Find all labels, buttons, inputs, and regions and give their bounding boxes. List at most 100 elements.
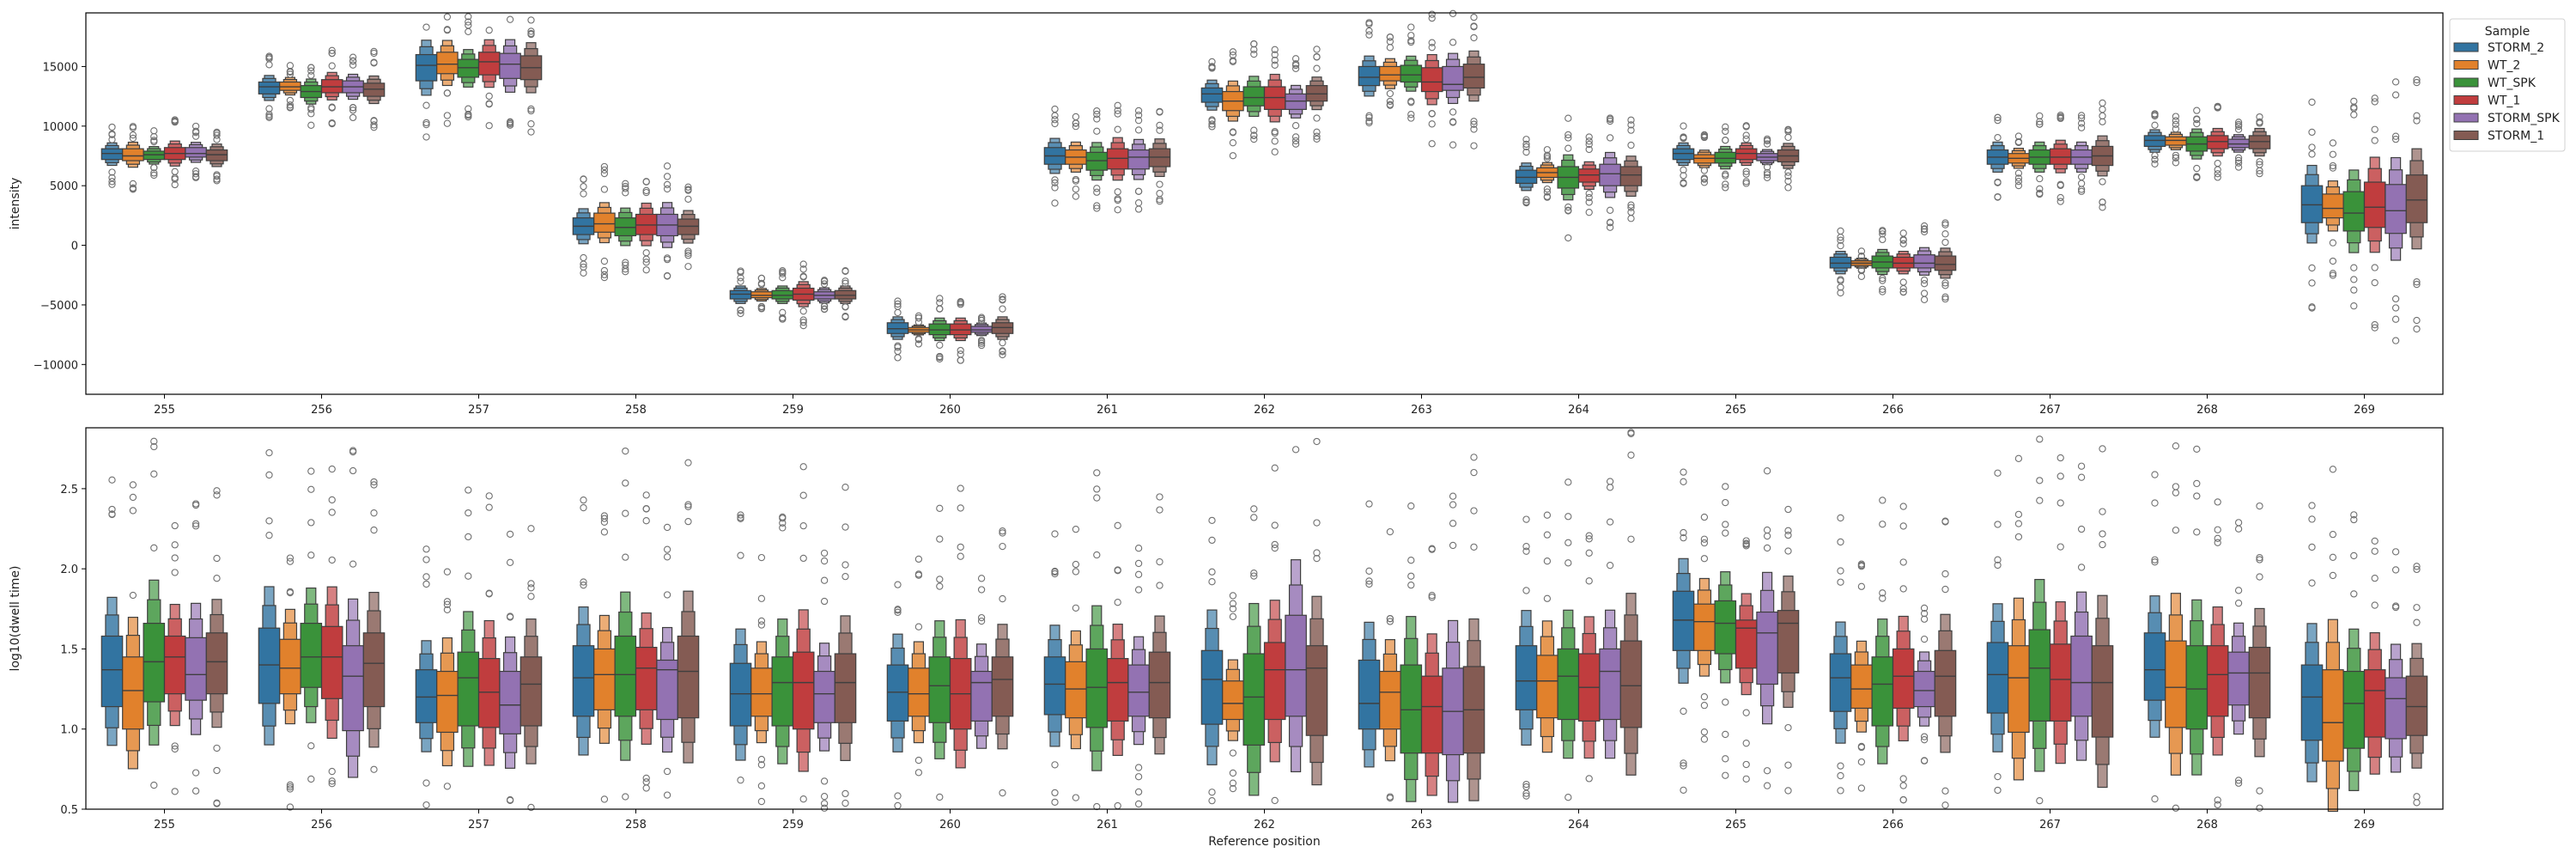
- outlier-point: [1722, 730, 1729, 739]
- outlier-point: [2329, 271, 2337, 279]
- outlier-point: [2099, 112, 2106, 120]
- outlier-point: [622, 447, 629, 455]
- outlier-point: [1134, 117, 1143, 125]
- outlier-point: [443, 783, 452, 790]
- outlier-point: [1763, 163, 1771, 171]
- outlier-point: [1250, 46, 1258, 53]
- outlier-point: [1093, 802, 1101, 811]
- outlier-point: [1722, 170, 1729, 178]
- outlier-point: [2172, 804, 2180, 812]
- outlier-point: [1313, 135, 1321, 143]
- outlier-point: [1365, 567, 1373, 575]
- boxen-STORM_SPK-269: [2385, 548, 2407, 773]
- outlier-point: [465, 105, 472, 113]
- outlier-point: [171, 180, 179, 189]
- outlier-point: [684, 183, 692, 191]
- boxen-STORM_1-266: [1934, 219, 1957, 303]
- outlier-point: [465, 13, 472, 21]
- outlier-point: [1093, 107, 1101, 115]
- outlier-point: [757, 594, 766, 602]
- outlier-point: [2413, 618, 2421, 626]
- outlier-point: [600, 266, 609, 275]
- outlier-point: [977, 575, 986, 582]
- outlier-point: [1449, 492, 1457, 500]
- outlier-point: [936, 299, 944, 307]
- outlier-point: [999, 542, 1006, 551]
- boxen-WT_1-256: [320, 46, 343, 128]
- outlier-point: [2193, 119, 2201, 128]
- boxen-STORM_2-264: [1515, 136, 1538, 207]
- outlier-point: [779, 524, 787, 532]
- outlier-point: [2413, 278, 2421, 286]
- outlier-point: [894, 302, 902, 310]
- outlier-point: [1606, 206, 1614, 214]
- outlier-point: [820, 597, 829, 606]
- outlier-point: [1627, 451, 1635, 459]
- iqr-box: [1400, 64, 1423, 83]
- boxen-STORM_2-262: [1200, 58, 1224, 131]
- outlier-point: [485, 26, 493, 34]
- x-tick-label: 261: [1097, 404, 1118, 417]
- outlier-point: [1941, 282, 1949, 289]
- legend-item-storm_spk: STORM_SPK: [2453, 112, 2561, 125]
- outlier-point: [1208, 516, 1216, 525]
- outlier-point: [1365, 577, 1373, 585]
- outlier-point: [977, 341, 986, 350]
- outlier-point: [2172, 527, 2180, 534]
- outlier-point: [2036, 185, 2044, 193]
- outlier-point: [1134, 107, 1143, 115]
- outlier-point: [265, 105, 273, 113]
- outlier-point: [2099, 198, 2106, 206]
- outlier-point: [1229, 779, 1237, 787]
- legend-item-storm_2: STORM_2: [2453, 41, 2544, 55]
- outlier-point: [1093, 185, 1101, 192]
- outlier-point: [999, 529, 1006, 537]
- outlier-point: [580, 182, 587, 191]
- outlier-point: [1700, 735, 1709, 743]
- outlier-point: [2214, 159, 2221, 168]
- outlier-point: [1470, 34, 1478, 42]
- outlier-point: [663, 767, 671, 776]
- outlier-point: [1899, 240, 1907, 247]
- outlier-point: [1543, 193, 1552, 201]
- outlier-point: [2172, 120, 2180, 129]
- outlier-point: [1564, 144, 1572, 152]
- outlier-point: [422, 23, 430, 31]
- boxen-STORM_1-257: [519, 525, 543, 812]
- outlier-point: [1920, 736, 1929, 744]
- outlier-point: [1134, 187, 1143, 195]
- iqr-box: [1065, 661, 1087, 719]
- outlier-point: [1271, 61, 1279, 69]
- boxen-WT_SPK-267: [2028, 112, 2051, 198]
- outlier-point: [328, 50, 336, 58]
- iqr-box: [1462, 64, 1485, 89]
- outlier-point: [171, 521, 179, 530]
- outlier-point: [2036, 796, 2044, 805]
- outlier-point: [799, 319, 807, 326]
- outlier-point: [2413, 76, 2421, 84]
- outlier-point: [977, 586, 986, 594]
- y-tick-label: 0: [71, 241, 78, 253]
- outlier-point: [1522, 148, 1530, 156]
- outlier-point: [1763, 168, 1771, 177]
- iqr-box: [928, 656, 951, 723]
- y-axis-label: intensity: [9, 178, 22, 230]
- outlier-point: [1407, 114, 1415, 122]
- outlier-point: [757, 621, 766, 629]
- iqr-box: [499, 670, 521, 734]
- outlier-point: [1291, 137, 1300, 145]
- outlier-point: [286, 785, 295, 793]
- outlier-point: [2057, 543, 2064, 551]
- outlier-point: [286, 554, 295, 562]
- outlier-point: [600, 162, 609, 171]
- outlier-point: [171, 554, 179, 562]
- outlier-point: [1051, 176, 1059, 184]
- outlier-point: [328, 465, 336, 473]
- outlier-point: [171, 541, 179, 549]
- outlier-point: [2350, 515, 2358, 524]
- outlier-point: [642, 517, 650, 525]
- outlier-point: [349, 560, 357, 568]
- outlier-point: [957, 484, 964, 492]
- outlier-point: [894, 297, 902, 305]
- outlier-point: [1837, 227, 1844, 235]
